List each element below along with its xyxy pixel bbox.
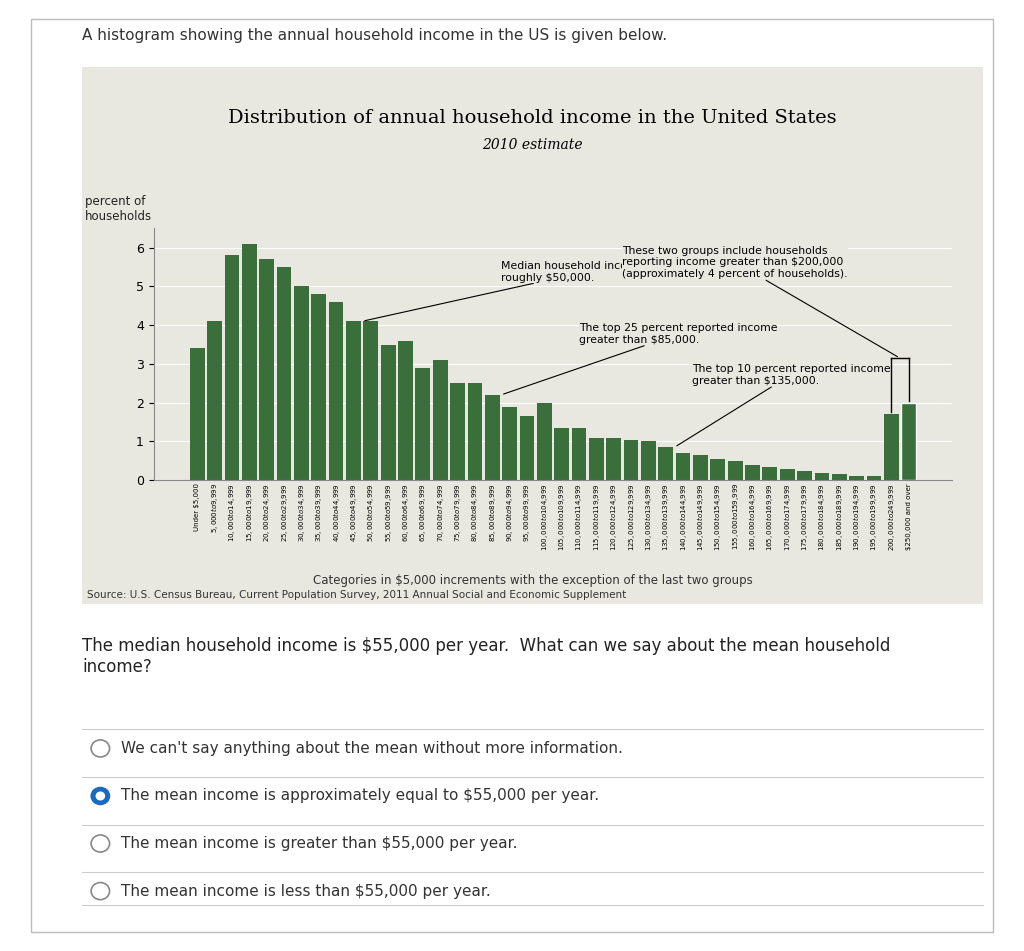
Text: The top 25 percent reported income
greater than $85,000.: The top 25 percent reported income great… bbox=[504, 323, 777, 394]
Bar bbox=[711, 459, 725, 480]
Bar bbox=[346, 321, 360, 480]
Bar bbox=[571, 428, 587, 480]
Bar bbox=[589, 437, 604, 480]
Bar bbox=[554, 428, 569, 480]
Bar bbox=[416, 368, 430, 480]
Bar bbox=[451, 383, 465, 480]
Bar bbox=[433, 360, 447, 480]
Bar bbox=[745, 465, 760, 480]
Bar bbox=[831, 475, 847, 480]
Bar bbox=[294, 286, 309, 480]
Text: 2010 estimate: 2010 estimate bbox=[482, 138, 583, 152]
Text: The mean income is approximately equal to $55,000 per year.: The mean income is approximately equal t… bbox=[121, 788, 599, 804]
Text: The mean income is less than $55,000 per year.: The mean income is less than $55,000 per… bbox=[121, 883, 490, 899]
Text: A histogram showing the annual household income in the US is given below.: A histogram showing the annual household… bbox=[82, 28, 667, 43]
Bar bbox=[763, 467, 777, 480]
Bar bbox=[519, 417, 535, 480]
Text: Distribution of annual household income in the United States: Distribution of annual household income … bbox=[228, 109, 837, 127]
Text: The median household income is $55,000 per year.  What can we say about the mean: The median household income is $55,000 p… bbox=[82, 637, 890, 676]
Bar bbox=[398, 340, 413, 480]
Bar bbox=[502, 407, 517, 480]
Bar bbox=[276, 267, 292, 480]
Text: The top 10 percent reported income
greater than $135,000.: The top 10 percent reported income great… bbox=[677, 364, 891, 446]
Bar bbox=[311, 294, 326, 480]
Text: These two groups include households
reporting income greater than $200,000
(appr: These two groups include households repo… bbox=[623, 245, 898, 357]
Bar bbox=[207, 321, 222, 480]
Text: Categories in $5,000 increments with the exception of the last two groups: Categories in $5,000 increments with the… bbox=[312, 573, 753, 587]
Text: Source: U.S. Census Bureau, Current Population Survey, 2011 Annual Social and Ec: Source: U.S. Census Bureau, Current Popu… bbox=[87, 590, 627, 600]
Bar bbox=[676, 453, 690, 480]
Bar bbox=[814, 473, 829, 480]
Bar bbox=[866, 476, 882, 480]
Bar bbox=[693, 456, 708, 480]
Bar bbox=[242, 243, 257, 480]
Bar bbox=[624, 439, 638, 480]
Bar bbox=[381, 344, 395, 480]
Text: Median household income was
roughly $50,000.: Median household income was roughly $50,… bbox=[365, 262, 669, 320]
Bar bbox=[641, 441, 655, 480]
Bar bbox=[329, 301, 343, 480]
Bar bbox=[884, 415, 899, 480]
Bar bbox=[537, 402, 552, 480]
Bar bbox=[606, 437, 622, 480]
Bar bbox=[658, 447, 673, 480]
Bar bbox=[189, 348, 205, 480]
Bar bbox=[224, 256, 240, 480]
Bar bbox=[780, 469, 795, 480]
Text: percent of
households: percent of households bbox=[85, 195, 153, 223]
Bar bbox=[797, 471, 812, 480]
Bar bbox=[468, 383, 482, 480]
Bar bbox=[901, 402, 916, 480]
Bar bbox=[849, 476, 864, 480]
Bar bbox=[259, 260, 274, 480]
Bar bbox=[364, 321, 378, 480]
Bar bbox=[728, 461, 742, 480]
Bar bbox=[484, 395, 500, 480]
Text: We can't say anything about the mean without more information.: We can't say anything about the mean wit… bbox=[121, 741, 623, 756]
Text: The mean income is greater than $55,000 per year.: The mean income is greater than $55,000 … bbox=[121, 836, 517, 851]
